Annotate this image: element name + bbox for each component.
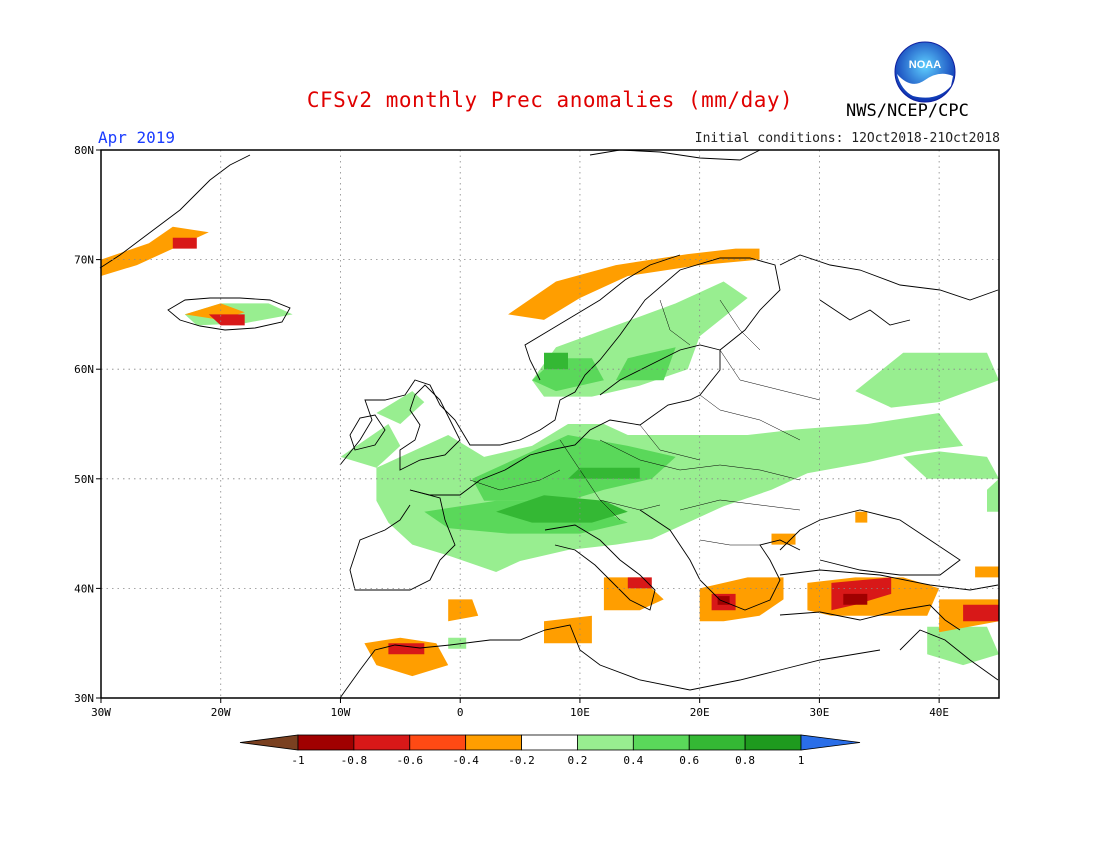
anomaly-area-orange-0	[448, 599, 479, 622]
anomaly-area-green-9	[987, 478, 999, 512]
lat-tick-label: 80N	[74, 144, 94, 157]
colorbar-box	[409, 734, 467, 751]
anomaly-area-green-mid-3	[615, 347, 676, 381]
coastline-balkans	[639, 509, 801, 611]
map-title: CFSv2 monthly Prec anomalies (mm/day)	[306, 88, 794, 112]
coastline-layer	[99, 149, 999, 699]
colorbar-box	[632, 734, 690, 751]
coastline-scandinavia	[524, 254, 681, 381]
lat-lon-grid	[101, 150, 999, 698]
lon-tick-label: 40E	[929, 706, 949, 719]
colorbar-box	[297, 734, 355, 751]
anomaly-area-green-3	[903, 451, 999, 479]
agency-label: NWS/NCEP/CPC	[846, 101, 969, 121]
coastline-blacksea	[779, 509, 961, 576]
anomaly-area-green-dark-2	[544, 352, 568, 370]
border-layer	[469, 299, 821, 546]
anomaly-area-green-8	[448, 637, 467, 649]
anomaly-area-orange-11	[975, 566, 999, 578]
coastline-iberia	[349, 489, 456, 591]
colorbar-label: 1	[798, 754, 805, 767]
coastline-greenland	[99, 154, 251, 269]
coastline-italy	[544, 524, 656, 611]
colorbar-label: 0.8	[735, 754, 755, 767]
anomaly-area-red-2	[388, 643, 425, 655]
colorbar-box	[353, 734, 411, 751]
coastline-mideast	[899, 629, 999, 681]
lon-tick-label: 30E	[809, 706, 829, 719]
lon-tick-label: 20W	[211, 706, 231, 719]
anomaly-area-green-5	[376, 391, 425, 424]
colorbar: -1 -0.8 -0.6 -0.4 -0.2 0.2 0.4 0.6 0.8 1	[239, 734, 861, 767]
coastline-turkey-south	[779, 604, 961, 631]
colorbar-box	[744, 734, 802, 751]
anomaly-area-green-7	[927, 626, 999, 666]
coastline-whitesea	[819, 299, 911, 326]
anomaly-area-orange-12	[855, 511, 868, 523]
lat-tick-label: 50N	[74, 473, 94, 486]
lon-tick-label: 10E	[570, 706, 590, 719]
anomaly-area-orange-7	[508, 248, 760, 320]
anomaly-area-green-2	[855, 352, 999, 408]
colorbar-label: -0.6	[397, 754, 424, 767]
axis-tick-labels: 30W 20W 10W 0 10E 20E 30E 40E 30N 40N 50N 60N 70N 80N	[74, 144, 949, 719]
colorbar-arrow-high	[800, 734, 861, 751]
colorbar-label: -0.8	[341, 754, 368, 767]
coastline-britain	[399, 384, 461, 471]
month-label: Apr 2019	[98, 128, 176, 147]
lon-tick-label: 20E	[690, 706, 710, 719]
colorbar-box	[688, 734, 746, 751]
anomaly-fill-layer	[101, 226, 999, 677]
anomaly-area-green-dark-0	[496, 495, 628, 523]
lat-tick-label: 70N	[74, 254, 94, 267]
colorbar-arrow-low	[239, 734, 299, 751]
anomaly-area-red-dark-0	[843, 593, 868, 605]
lon-tick-label: 10W	[331, 706, 351, 719]
coastline-svalbard	[589, 149, 761, 161]
coastline-europe	[339, 257, 781, 496]
initial-conditions-label: Initial conditions: 12Oct2018-21Oct2018	[694, 131, 1000, 146]
lon-tick-label: 30W	[91, 706, 111, 719]
anomaly-area-red-5	[963, 604, 999, 622]
coastline-africa	[339, 624, 881, 699]
anomaly-area-green-dark-1	[568, 467, 640, 479]
lat-tick-label: 30N	[74, 692, 94, 705]
coastline-turkey	[779, 569, 999, 591]
lat-tick-label: 60N	[74, 363, 94, 376]
coastline-iceland	[167, 297, 291, 331]
colorbar-label: 0.6	[679, 754, 699, 767]
colorbar-label: 0.2	[568, 754, 588, 767]
coastline-baltic	[599, 344, 721, 396]
anomaly-area-orange-4	[544, 615, 592, 644]
anomaly-area-orange-2	[699, 577, 784, 622]
coastline-russia-north	[779, 254, 999, 301]
lat-tick-label: 40N	[74, 582, 94, 595]
map-frame	[100, 149, 1000, 699]
colorbar-label: -1	[291, 754, 304, 767]
anomaly-area-orange-5	[603, 577, 664, 611]
anomaly-area-red-4	[172, 237, 197, 249]
anomaly-area-green-0	[376, 413, 964, 572]
anomaly-area-orange-10	[771, 533, 796, 545]
noaa-logo-icon: NOAA	[894, 41, 956, 103]
anomaly-area-red-6	[627, 577, 652, 589]
colorbar-box	[521, 734, 578, 751]
svg-text:NOAA: NOAA	[909, 59, 941, 71]
colorbar-box	[577, 734, 634, 751]
colorbar-label: 0.4	[623, 754, 643, 767]
colorbar-box	[465, 734, 522, 751]
anomaly-area-red-3	[208, 314, 245, 326]
coastline-ireland	[349, 414, 386, 451]
colorbar-label: -0.2	[508, 754, 535, 767]
colorbar-label: -0.4	[452, 754, 479, 767]
anomaly-area-orange-8	[101, 226, 209, 276]
lon-tick-label: 0	[457, 706, 464, 719]
